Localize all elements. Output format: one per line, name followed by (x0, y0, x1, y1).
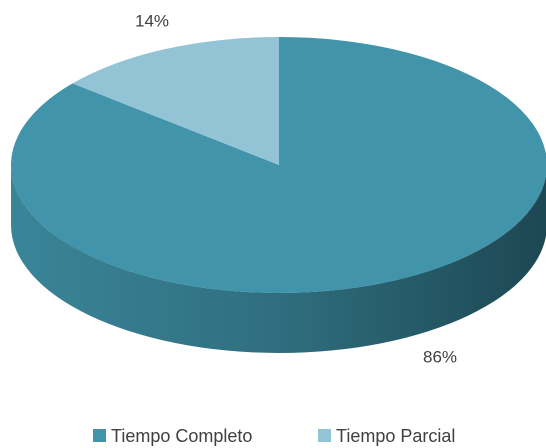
legend-label: Tiempo Parcial (336, 426, 455, 446)
data-label: 14% (135, 11, 169, 30)
pie-side (11, 165, 546, 353)
legend-swatch (318, 429, 331, 442)
data-label: 86% (423, 347, 457, 366)
legend-label: Tiempo Completo (111, 426, 252, 446)
legend-swatch (93, 429, 106, 442)
pie-slice (11, 37, 546, 293)
pie-slice (72, 37, 280, 165)
